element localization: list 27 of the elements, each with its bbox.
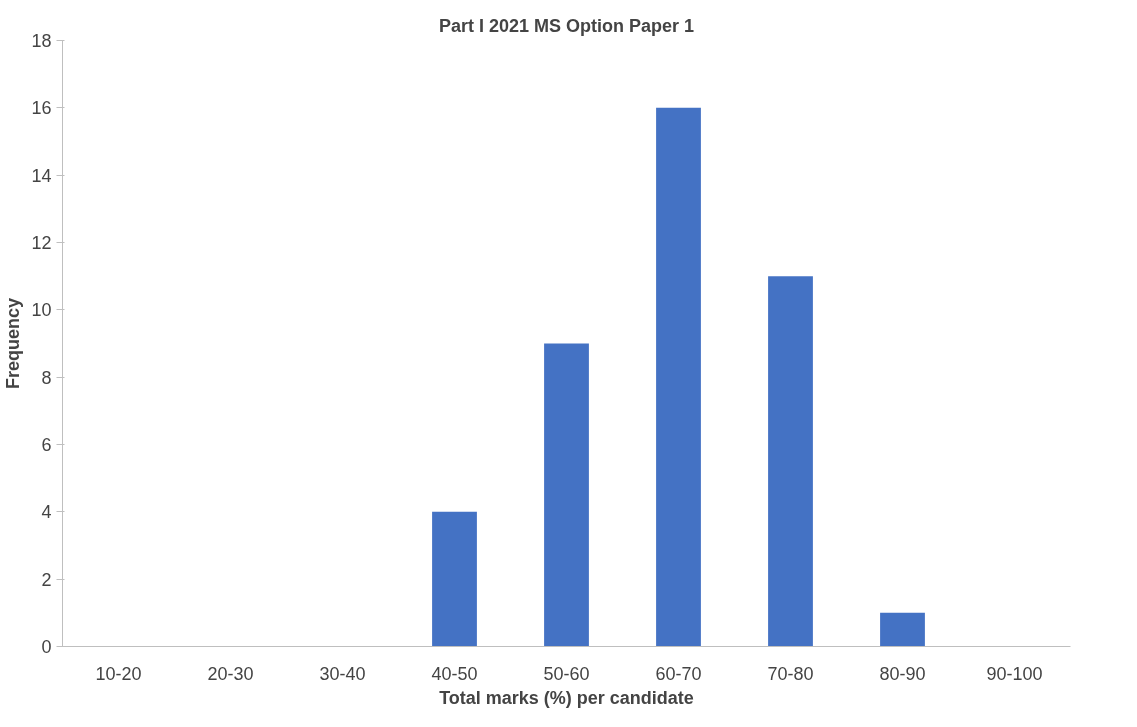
y-tick-label: 2 [41,569,52,590]
x-tick-label: 50-60 [543,663,590,684]
y-tick-label: 6 [41,435,52,455]
y-tick-label: 10 [31,300,52,321]
y-tick-label: 0 [41,637,52,657]
bar [880,612,925,647]
x-tick-label: 20-30 [207,663,254,684]
chart-title: Part I 2021 MS Option Paper 1 [438,15,695,36]
bar [768,276,813,647]
y-tick-label: 14 [31,165,52,186]
x-tick-label: 70-80 [767,663,814,684]
y-tick-label: 12 [31,233,52,253]
bar [656,107,701,647]
y-tick-label: 8 [41,367,52,388]
x-tick-label: 60-70 [655,663,702,684]
x-axis-title: Total marks (%) per candidate [439,687,694,708]
y-tick-label: 16 [31,98,52,119]
bar [432,511,477,647]
y-tick-label: 4 [41,502,52,523]
x-tick-label: 30-40 [319,663,366,684]
x-tick-label: 10-20 [95,663,142,684]
y-axis-title: Frequency [3,297,24,390]
x-tick-label: 90-100 [986,663,1043,684]
bar [544,343,589,647]
y-tick-label: 18 [31,31,52,51]
x-tick-label: 40-50 [431,663,478,684]
x-tick-label: 80-90 [879,663,926,684]
